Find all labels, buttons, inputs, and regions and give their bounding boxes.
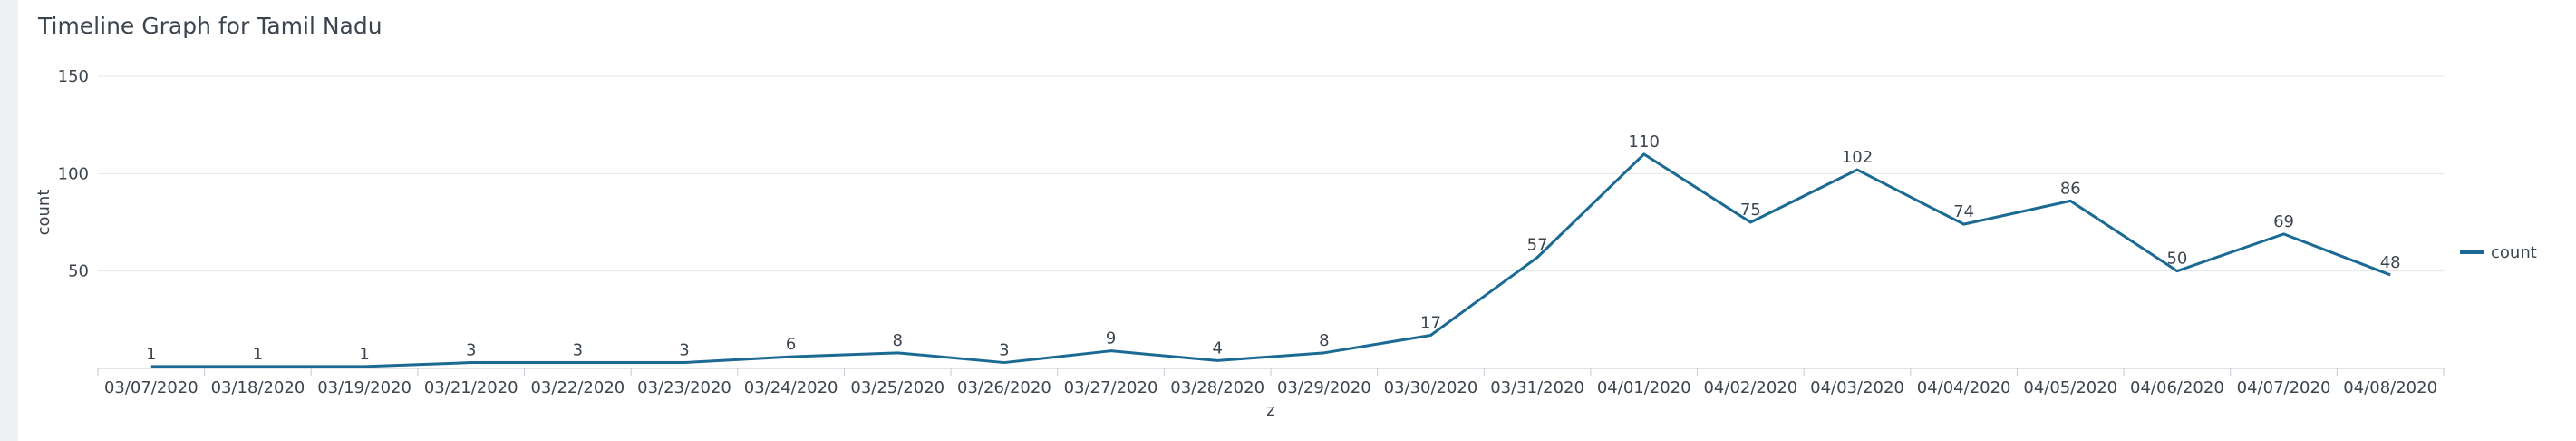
data-label: 8 [1319,331,1329,350]
x-tick-label: 03/31/2020 [1490,378,1584,397]
x-tick-label: 03/27/2020 [1064,378,1158,397]
data-label: 1 [146,345,156,364]
series-line-count[interactable] [150,152,2391,368]
x-tick-label: 03/26/2020 [957,378,1051,397]
data-label: 50 [2166,250,2187,269]
x-tick-label: 04/08/2020 [2343,378,2437,397]
x-tick-label: 03/07/2020 [104,378,199,397]
data-label: 74 [1953,202,1974,221]
x-tick-label: 03/24/2020 [744,378,838,397]
data-label: 110 [1629,132,1660,152]
x-tick-label: 03/29/2020 [1277,378,1371,397]
x-axis: 03/07/2020 03/18/2020 03/19/2020 03/21/2020… [97,368,2445,397]
x-axis-label: z [1266,401,1274,420]
data-label: 75 [1740,201,1761,220]
x-tick-label: 03/25/2020 [850,378,944,397]
data-label: 17 [1420,314,1441,333]
chart-panel: Timeline Graph for Tamil Nadu 50 100 150 0… [18,0,2576,441]
data-label: 1 [359,345,369,364]
x-tick-label: 04/01/2020 [1597,378,1691,397]
x-tick-label: 03/19/2020 [317,378,412,397]
legend-label: count [2491,243,2537,262]
legend[interactable]: count [2460,243,2537,262]
x-tick-label: 03/21/2020 [424,378,518,397]
x-tick-label: 04/02/2020 [1703,378,1797,397]
x-tick-label: 03/28/2020 [1170,378,1264,397]
x-tick-label: 03/22/2020 [530,378,625,397]
x-tick-label: 03/23/2020 [637,378,731,397]
data-label: 57 [1527,236,1548,255]
data-label: 3 [466,341,476,360]
x-tick-label: 04/07/2020 [2237,378,2331,397]
y-tick-label: 100 [58,164,89,183]
data-label: 8 [893,331,903,350]
data-label: 3 [999,341,1009,360]
data-label: 102 [1842,148,1873,167]
data-label: 4 [1212,338,1222,358]
x-tick-label: 04/06/2020 [2130,378,2224,397]
data-label: 69 [2273,212,2294,231]
data-label: 3 [573,341,583,360]
x-tick-label: 04/05/2020 [2023,378,2117,397]
data-label: 9 [1106,329,1116,348]
data-label: 1 [253,345,263,364]
y-tick-label: 50 [68,262,89,281]
y-tick-label: 150 [58,67,89,86]
data-label: 3 [679,341,689,360]
data-label: 48 [2380,253,2401,272]
x-tick-label: 04/04/2020 [1917,378,2011,397]
grid-lines [98,75,2444,272]
x-tick-label: 03/30/2020 [1384,378,1478,397]
data-label: 6 [786,335,796,354]
x-tick-label: 03/18/2020 [211,378,305,397]
series-lines [150,152,2391,368]
y-axis-label: count [34,190,53,236]
y-axis-ticks: 50 100 150 [58,67,89,281]
x-tick-label: 04/03/2020 [1810,378,1904,397]
data-label: 86 [2060,179,2081,198]
chart-title: Timeline Graph for Tamil Nadu [38,13,383,39]
